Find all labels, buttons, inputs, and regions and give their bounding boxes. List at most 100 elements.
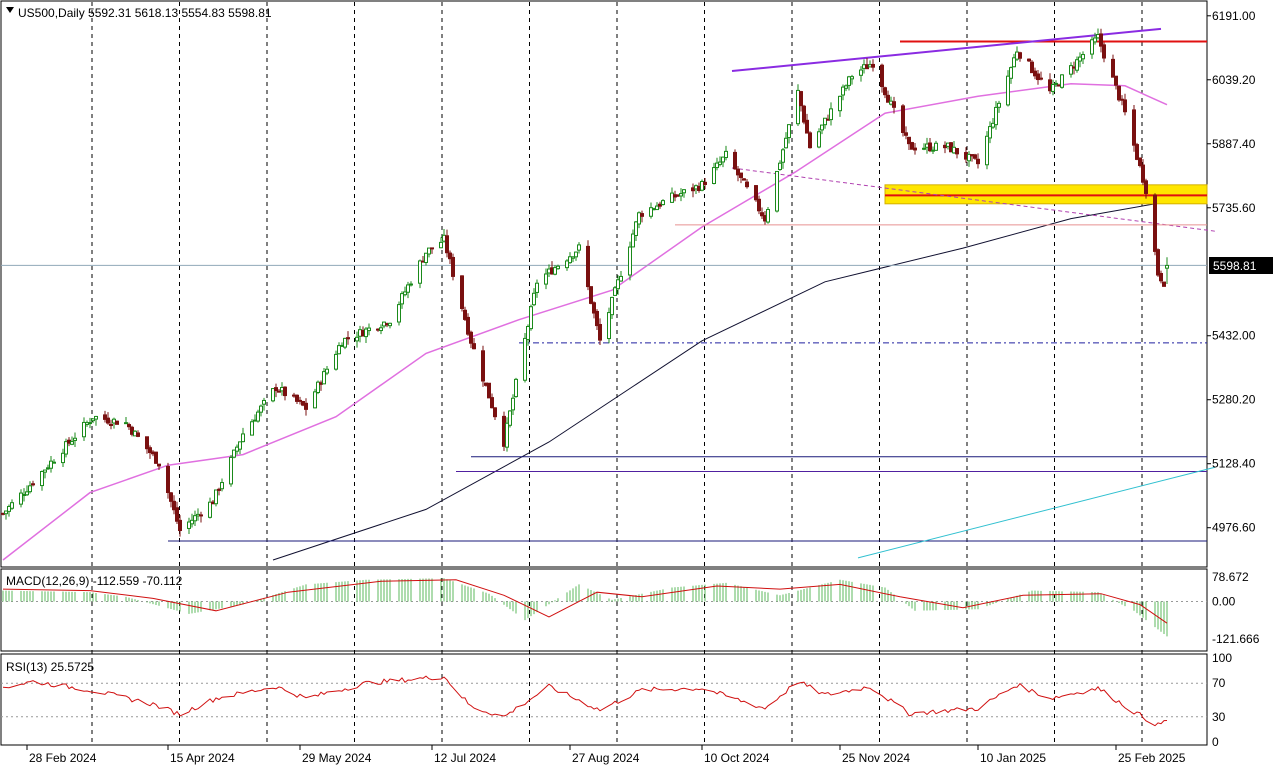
dropdown-triangle-icon[interactable] — [6, 7, 14, 13]
candle-body — [88, 422, 92, 425]
candle-body — [595, 310, 599, 327]
candle-body — [427, 247, 431, 255]
candle-body — [424, 252, 428, 263]
candle-body — [712, 167, 716, 184]
rsi-panel[interactable] — [0, 653, 1208, 746]
candle-body — [586, 245, 590, 288]
candle-body — [556, 265, 560, 270]
candle-body — [523, 337, 527, 381]
candle-body — [808, 132, 812, 149]
candle-body — [1090, 39, 1094, 55]
candle-body — [568, 256, 572, 264]
candle-body — [883, 87, 887, 96]
candle-body — [355, 336, 359, 342]
candle-body — [25, 491, 29, 496]
supply-zone — [884, 184, 1208, 205]
current-price-badge — [1209, 257, 1273, 274]
candle-body — [784, 137, 788, 149]
candle-body — [472, 343, 476, 350]
candle-body — [1111, 58, 1115, 78]
candle-body — [298, 399, 302, 402]
candle-body — [1138, 157, 1142, 167]
candle-body — [7, 505, 11, 512]
macd-panel[interactable] — [0, 568, 1208, 652]
candle-body — [91, 418, 95, 422]
candle-body — [406, 284, 410, 293]
candle-body — [985, 135, 989, 166]
candle-body — [439, 241, 443, 249]
candle-body — [766, 209, 770, 223]
candle-body — [1153, 194, 1157, 252]
price-tick-label: 5887.40 — [1212, 137, 1256, 151]
candle-body — [1006, 75, 1010, 106]
candle-body — [616, 279, 620, 290]
rsi-layer — [1, 675, 1207, 727]
candle-body — [988, 126, 992, 139]
candle-body — [892, 101, 896, 108]
candle-body — [169, 492, 173, 502]
rsi-line — [2, 675, 1168, 727]
candle-body — [295, 394, 299, 402]
date-tick-label: 12 Jul 2024 — [434, 751, 496, 765]
candle-body — [535, 282, 539, 293]
candle-body — [757, 198, 761, 212]
candle-body — [598, 324, 602, 341]
axis-layer: 6191.00 6039.20 5887.40 5735.60 5432.00 5280.… — [26, 9, 1260, 765]
macd-tick-label: -121.666 — [1212, 632, 1260, 646]
candle-body — [511, 397, 515, 411]
candle-body — [778, 162, 782, 171]
candle-body — [460, 275, 464, 310]
candle-body — [325, 368, 329, 374]
candle-body — [379, 327, 383, 332]
candle-body — [256, 411, 260, 422]
candle-body — [838, 95, 842, 112]
candle-body — [1033, 70, 1037, 77]
symbol-header: US500,Daily 5592.31 5618.13 5554.83 5598… — [18, 6, 272, 20]
candle-body — [271, 388, 275, 402]
candle-body — [721, 156, 725, 163]
price-panel[interactable] — [0, 0, 1208, 568]
candle-body — [445, 235, 449, 254]
candle-body — [589, 286, 593, 304]
candle-body — [934, 142, 938, 151]
candle-body — [463, 309, 467, 320]
candle-body — [658, 203, 662, 207]
candle-body — [661, 200, 665, 206]
candle-body — [1012, 57, 1016, 68]
candle-body — [1114, 75, 1118, 86]
candle-body — [607, 312, 611, 340]
rsi-tick-label: 0 — [1212, 735, 1219, 749]
candle-body — [232, 449, 236, 458]
candle-body — [157, 463, 161, 467]
macd-tick-label: 0.00 — [1212, 594, 1236, 608]
candle-body — [526, 326, 530, 340]
candle-body — [1051, 84, 1055, 92]
candle-body — [904, 132, 908, 136]
candle-body — [1009, 67, 1013, 79]
candle-body — [49, 460, 53, 469]
macd-signal-line — [2, 579, 1168, 624]
candle-body — [193, 515, 197, 522]
candle-body — [553, 267, 557, 275]
price-layer — [1, 27, 1216, 561]
candle-body — [388, 322, 392, 327]
date-tick-label: 29 May 2024 — [302, 751, 372, 765]
candle-body — [1135, 144, 1139, 160]
ma200-line — [272, 201, 1168, 561]
candle-body — [190, 519, 194, 525]
candle-body — [493, 407, 497, 418]
candle-body — [400, 293, 404, 305]
candle-body — [679, 193, 683, 197]
candle-body — [754, 185, 758, 201]
candle-body — [154, 451, 158, 464]
candle-body — [178, 519, 182, 532]
candle-body — [820, 124, 824, 131]
candle-body — [487, 382, 491, 399]
candle-body — [529, 306, 533, 330]
candle-body — [94, 415, 98, 420]
candle-body — [592, 302, 596, 314]
candle-body — [508, 410, 512, 426]
rsi-tick-label: 30 — [1212, 710, 1226, 724]
